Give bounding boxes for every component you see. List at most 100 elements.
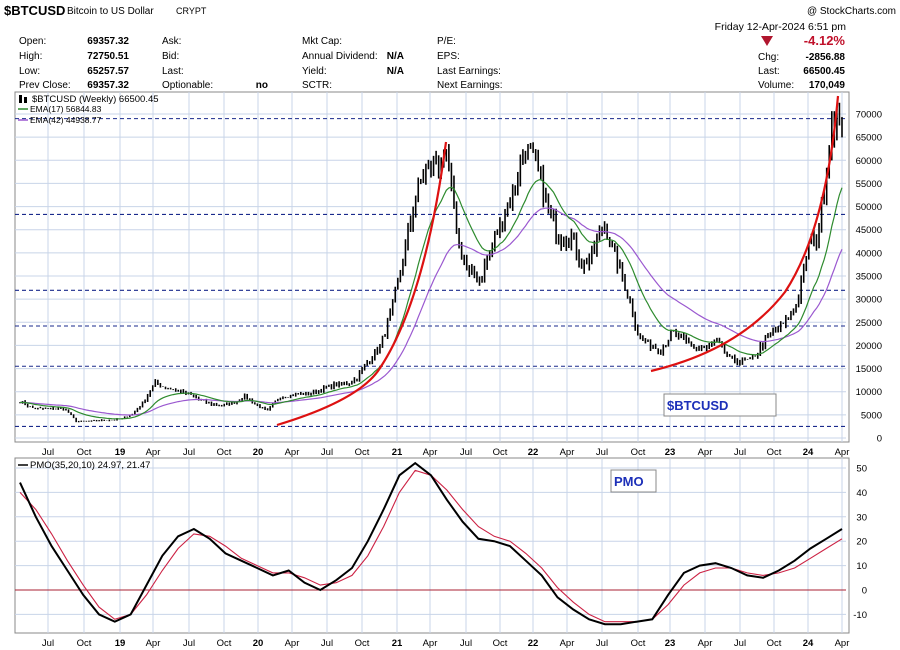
date-tick-label: Oct (493, 638, 508, 649)
field-value: N/A (387, 51, 404, 62)
price-tick-label: 60000 (856, 156, 882, 167)
date-tick-label: Jul (460, 447, 472, 458)
date-tick-label: Apr (698, 447, 713, 458)
field-label: Open: (19, 36, 46, 47)
date-tick-label: 22 (528, 447, 539, 458)
pmo-line (19, 461, 843, 626)
price-legend: $BTCUSD (Weekly) 66500.45 EMA(17) 56844.… (18, 94, 159, 125)
date-tick-label: Jul (321, 447, 333, 458)
price-annotation-box: $BTCUSD (663, 393, 777, 417)
date-tick-label: 23 (665, 638, 676, 649)
price-tick-label: 55000 (856, 179, 882, 190)
price-tick-label: 30000 (856, 295, 882, 306)
date-tick-label: Apr (285, 447, 300, 458)
pmo-annotation-text: PMO (614, 474, 644, 489)
field-label: Last Earnings: (437, 66, 501, 77)
pmo-annotation-box: PMO (610, 469, 657, 493)
price-legend-main: $BTCUSD (Weekly) 66500.45 (32, 94, 159, 105)
date-tick-label: Oct (355, 638, 370, 649)
field-label: Low: (19, 66, 40, 77)
down-triangle-icon (761, 36, 773, 46)
date-tick-label: Apr (698, 638, 713, 649)
field-value: no (256, 80, 268, 91)
date-tick-label: Jul (42, 447, 54, 458)
field-value: 69357.32 (87, 36, 129, 47)
quote-fields-col1: Open: 69357.32 High: 72750.51 Low: 65257… (19, 36, 129, 91)
field-label: Annual Dividend: (302, 51, 378, 62)
ema42-legend: EMA(42) 44938.77 (30, 115, 102, 125)
ema17-line (19, 178, 843, 420)
date-tick-label: Apr (560, 447, 575, 458)
pmo-tick-label: 0 (862, 586, 867, 597)
price-annotation-frame (663, 393, 777, 417)
ema42-line (19, 207, 843, 416)
date-tick-label: Oct (767, 638, 782, 649)
date-tick-label: Oct (217, 447, 232, 458)
support-resistance-lines (15, 118, 846, 427)
date-tick-label: 21 (392, 447, 403, 458)
price-tick-label: 25000 (856, 318, 882, 329)
symbol-label: $BTCUSD (4, 3, 65, 18)
pmo-axis: -10 0 10 20 30 40 50 (853, 464, 867, 621)
pmo-tick-label: 10 (856, 561, 867, 572)
field-label: Last: (162, 66, 184, 77)
field-label: SCTR: (302, 80, 332, 91)
price-tick-label: 50000 (856, 202, 882, 213)
price-tick-label: 15000 (856, 364, 882, 375)
parabolic-curve (650, 95, 840, 373)
parabolic-curves (276, 95, 840, 427)
date-tick-label: Oct (767, 447, 782, 458)
date-tick-label: Jul (321, 638, 333, 649)
price-bars (19, 102, 843, 423)
date-tick-label: 19 (115, 638, 126, 649)
pmo-panel-frame (14, 457, 850, 634)
pmo-tick-label: -10 (853, 610, 867, 621)
last-value: 66500.45 (803, 66, 845, 77)
chg-label: Chg: (758, 52, 779, 63)
field-label: Mkt Cap: (302, 36, 342, 47)
date-tick-label: Oct (77, 447, 92, 458)
date-tick-label: Jul (596, 638, 608, 649)
security-name: Bitcoin to US Dollar (67, 6, 154, 17)
date-tick-label: Jul (42, 638, 54, 649)
date-tick-label: Apr (835, 447, 850, 458)
date-tick-label: 23 (665, 447, 676, 458)
field-label: Prev Close: (19, 80, 71, 91)
volume-label: Volume: (758, 80, 794, 91)
date-tick-label: Apr (146, 638, 161, 649)
date-tick-label: Oct (493, 447, 508, 458)
date-tick-label: 24 (803, 447, 814, 458)
quote-fields-col3: Mkt Cap: Annual Dividend: N/A Yield: N/A… (302, 36, 404, 91)
price-tick-label: 20000 (856, 341, 882, 352)
date-tick-label: Oct (631, 447, 646, 458)
field-value: 65257.57 (87, 66, 129, 77)
field-label: Optionable: (162, 80, 213, 91)
chart-header: $BTCUSD Bitcoin to US Dollar CRYPT @ Sto… (4, 3, 896, 91)
last-label: Last: (758, 66, 780, 77)
pmo-legend: PMO(35,20,10) 24.97, 21.47 (30, 460, 150, 471)
field-label: Next Earnings: (437, 80, 503, 91)
date-tick-label: Oct (77, 638, 92, 649)
price-tick-label: 45000 (856, 225, 882, 236)
pmo-panel: -10 0 10 20 30 40 50 PMO(35,20,10) 24.97, 21.4… (14, 457, 867, 649)
date-tick-label: Apr (423, 638, 438, 649)
date-tick-label: Apr (423, 447, 438, 458)
datetime-label: Friday 12-Apr-2024 6:51 pm (715, 21, 847, 33)
pmo-tick-label: 30 (856, 512, 867, 523)
field-label: Yield: (302, 66, 327, 77)
date-tick-label: 24 (803, 638, 814, 649)
pmo-tick-label: 20 (856, 537, 867, 548)
exchange-label: CRYPT (176, 6, 207, 16)
field-label: High: (19, 51, 42, 62)
date-tick-label: Jul (183, 638, 195, 649)
ema17-legend: EMA(17) 56844.83 (30, 104, 102, 114)
price-panel-frame (14, 91, 850, 443)
field-label: Bid: (162, 51, 179, 62)
candle-legend-icon (19, 95, 22, 103)
price-tick-label: 40000 (856, 248, 882, 259)
quote-summary: -4.12% Chg: -2856.88 Last: 66500.45 Volu… (758, 33, 845, 91)
date-tick-label: Jul (596, 447, 608, 458)
pmo-annotation-frame (610, 469, 657, 493)
date-tick-label: Jul (460, 638, 472, 649)
